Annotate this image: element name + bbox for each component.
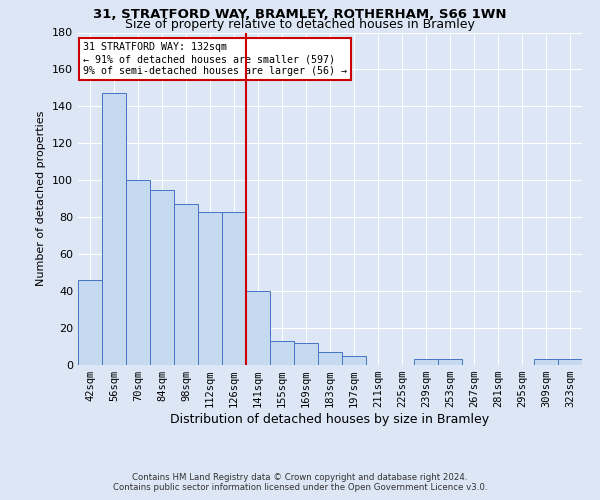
Text: 31 STRATFORD WAY: 132sqm
← 91% of detached houses are smaller (597)
9% of semi-d: 31 STRATFORD WAY: 132sqm ← 91% of detach… [83,42,347,76]
Bar [150,190,174,365]
Text: Size of property relative to detached houses in Bramley: Size of property relative to detached ho… [125,18,475,31]
Bar [534,360,558,365]
Text: Contains HM Land Registry data © Crown copyright and database right 2024.
Contai: Contains HM Land Registry data © Crown c… [113,473,487,492]
Bar [126,180,150,365]
Bar [246,291,270,365]
Bar [438,360,462,365]
Bar [294,343,318,365]
X-axis label: Distribution of detached houses by size in Bramley: Distribution of detached houses by size … [170,413,490,426]
Bar [558,360,582,365]
Bar [102,94,126,365]
Bar [174,204,198,365]
Bar [270,341,294,365]
Bar [342,356,366,365]
Bar [222,212,246,365]
Text: 31, STRATFORD WAY, BRAMLEY, ROTHERHAM, S66 1WN: 31, STRATFORD WAY, BRAMLEY, ROTHERHAM, S… [93,8,507,20]
Bar [414,360,438,365]
Bar [318,352,342,365]
Bar [78,280,102,365]
Bar [198,212,222,365]
Y-axis label: Number of detached properties: Number of detached properties [37,111,46,286]
